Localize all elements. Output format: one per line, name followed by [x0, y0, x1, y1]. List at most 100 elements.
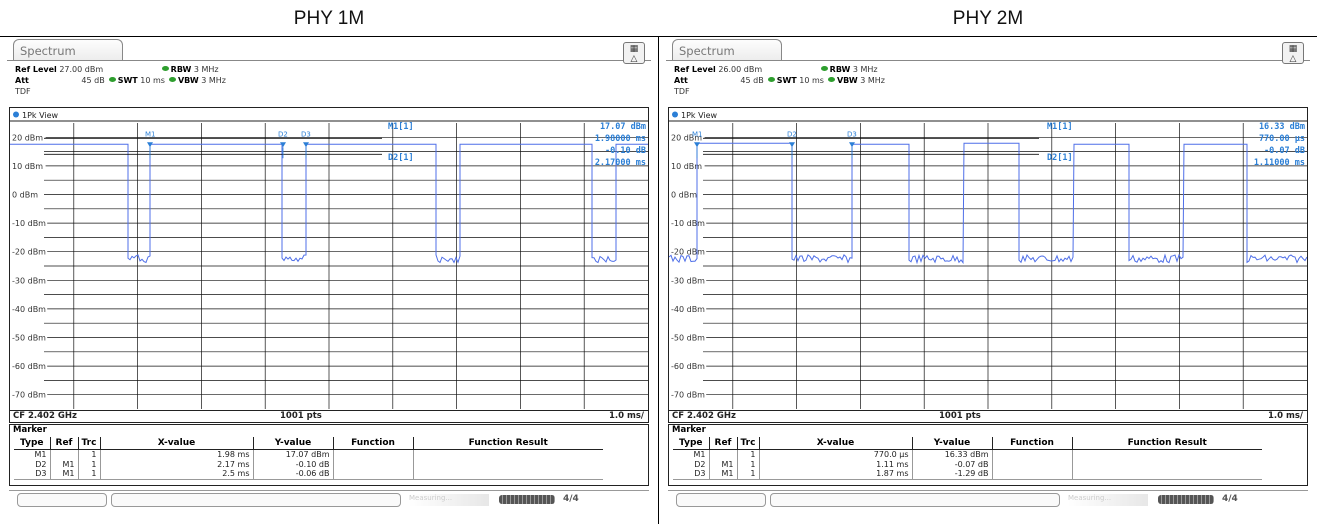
- trace-plot[interactable]: 1Pk View 20 dBm 10 dBm 0 dBm -10 dBm -20 dBm -…: [9, 107, 649, 411]
- marker-flag-icon: [147, 142, 153, 148]
- vbw-status-led-icon: [827, 77, 835, 82]
- rbw-label: RBW: [829, 65, 851, 74]
- marker-rows: M1 1 1.98 ms 17.07 dBm D2 M1 1 2.17 ms -0.10 dB D…: [14, 449, 603, 480]
- marker-flag-label: M1: [145, 130, 156, 138]
- swt-status-led-icon: [767, 77, 775, 82]
- y-tick-label: 20 dBm: [12, 133, 43, 142]
- col-x-value: X-value: [759, 437, 913, 450]
- col-function: Function: [333, 437, 414, 450]
- status-field-left[interactable]: [17, 493, 107, 507]
- rbw-value: 3 MHz: [852, 65, 878, 74]
- ref-level-label: Ref Level: [674, 65, 716, 74]
- marker-table: Type Ref Trc X-value Y-value Function Fu…: [14, 437, 603, 480]
- view-active-dot-icon: [672, 111, 678, 118]
- marker-cell: D2: [673, 459, 710, 469]
- marker-cell: 1: [78, 449, 101, 459]
- marker-cell: [413, 449, 603, 459]
- status-field-left[interactable]: [676, 493, 766, 507]
- marker-readout-m1-time: 770.00 µs: [1259, 134, 1305, 144]
- marker-cell: 1: [737, 469, 760, 480]
- marker-flag-label: D3: [847, 130, 857, 138]
- marker-cell: [992, 459, 1073, 469]
- tab-spectrum[interactable]: Spectrum: [672, 39, 782, 61]
- y-tick-label: 0 dBm: [12, 191, 38, 200]
- view-label: 1Pk View: [681, 111, 718, 120]
- status-field-message[interactable]: [770, 493, 1060, 507]
- marker-cell: M1: [50, 459, 79, 469]
- status-field-message[interactable]: [111, 493, 401, 507]
- marker-cell: M1: [50, 469, 79, 480]
- marker-row[interactable]: M1 1 770.0 µs 16.33 dBm: [673, 449, 1262, 459]
- tab-spectrum[interactable]: Spectrum: [13, 39, 123, 61]
- vbw-label: VBW: [836, 76, 858, 85]
- marker-cell: [50, 449, 79, 459]
- trace-line: [669, 142, 1307, 265]
- marker-cell: 17.07 dBm: [253, 449, 334, 459]
- tab-baseline: [666, 60, 1310, 61]
- sweep-count-indicator: 4/4: [563, 494, 579, 504]
- marker-row[interactable]: D2 M1 1 2.17 ms -0.10 dB: [14, 459, 603, 469]
- col-y-value: Y-value: [912, 437, 993, 450]
- y-tick-label: -60 dBm: [671, 362, 705, 371]
- view-active-dot-icon: [13, 111, 19, 118]
- y-tick-label: -20 dBm: [12, 248, 46, 257]
- plot-footer: CF 2.402 GHz 1001 pts 1.0 ms/: [668, 411, 1308, 423]
- marker-cell: 1.87 ms: [759, 469, 913, 480]
- marker-flag-label: D3: [301, 130, 311, 138]
- marker-cell: M1: [709, 459, 738, 469]
- marker-cell: [1072, 469, 1262, 480]
- marker-row[interactable]: M1 1 1.98 ms 17.07 dBm: [14, 449, 603, 459]
- marker-flag-icon: [694, 142, 700, 148]
- plot-footer: CF 2.402 GHz 1001 pts 1.0 ms/: [9, 411, 649, 423]
- col-ref: Ref: [709, 437, 738, 450]
- marker-cell: D2: [14, 459, 51, 469]
- rbw-value: 3 MHz: [193, 65, 219, 74]
- tab-label: Spectrum: [679, 44, 735, 58]
- view-label-bg: [669, 108, 1307, 121]
- view-label-bg: [10, 108, 648, 121]
- marker-cell: 16.33 dBm: [912, 449, 993, 459]
- marker-flag-icon: [849, 142, 855, 148]
- col-type: Type: [673, 437, 710, 450]
- marker-readout-d2-level: -0.10 dB: [605, 146, 646, 156]
- col-function: Function: [992, 437, 1073, 450]
- time-per-division: 1.0 ms/: [608, 411, 644, 421]
- marker-readout-m1-label: M1[1]: [1047, 122, 1073, 132]
- sweep-points: 1001 pts: [939, 411, 981, 421]
- trace-plot[interactable]: 1Pk View 20 dBm 10 dBm 0 dBm -10 dBm -20 dBm -…: [668, 107, 1308, 411]
- swt-label: SWT: [776, 76, 797, 85]
- sweep-points: 1001 pts: [280, 411, 322, 421]
- marker-cell: [413, 469, 603, 480]
- att-label: Att: [674, 76, 688, 85]
- y-tick-label: -70 dBm: [671, 391, 705, 400]
- marker-row[interactable]: D3 M1 1 1.87 ms -1.29 dB: [673, 469, 1262, 480]
- tab-baseline: [7, 60, 651, 61]
- marker-readout-m1-label: M1[1]: [388, 122, 414, 132]
- center-frequency: CF 2.402 GHz: [672, 411, 736, 421]
- status-bar: Measuring... 4/4: [668, 490, 1308, 508]
- marker-cell: 2.5 ms: [100, 469, 254, 480]
- ref-level-value: 26.00 dBm: [718, 65, 763, 74]
- display-config-icon[interactable]: ▦ △: [1282, 42, 1304, 64]
- y-tick-label: -50 dBm: [12, 334, 46, 343]
- marker-cell: -0.07 dB: [912, 459, 993, 469]
- y-tick-label: 0 dBm: [671, 191, 697, 200]
- col-trc: Trc: [737, 437, 760, 450]
- marker-cell: D3: [673, 469, 710, 480]
- spectrum-panel-phy-1m: Spectrum ▦ △ Ref Level 27.00 dBm RBW 3 MH…: [7, 38, 651, 522]
- marker-cell: 1: [78, 459, 101, 469]
- y-tick-label: 20 dBm: [671, 133, 702, 142]
- marker-cell: 1.98 ms: [100, 449, 254, 459]
- ref-level-value: 27.00 dBm: [59, 65, 104, 74]
- marker-cell: 1: [737, 449, 760, 459]
- marker-row[interactable]: D3 M1 1 2.5 ms -0.06 dB: [14, 469, 603, 480]
- marker-flag-label: D2: [278, 130, 288, 138]
- y-tick-label: -20 dBm: [671, 248, 705, 257]
- spectrum-trace-svg: 1Pk View 20 dBm 10 dBm 0 dBm -10 dBm -20 dBm -…: [10, 108, 648, 409]
- progress-bar-icon: [499, 495, 555, 504]
- display-config-icon[interactable]: ▦ △: [623, 42, 645, 64]
- marker-cell: 1: [737, 459, 760, 469]
- marker-readout-m1-level: 17.07 dBm: [600, 122, 646, 132]
- marker-row[interactable]: D2 M1 1 1.11 ms -0.07 dB: [673, 459, 1262, 469]
- rbw-status-led-icon: [161, 66, 169, 71]
